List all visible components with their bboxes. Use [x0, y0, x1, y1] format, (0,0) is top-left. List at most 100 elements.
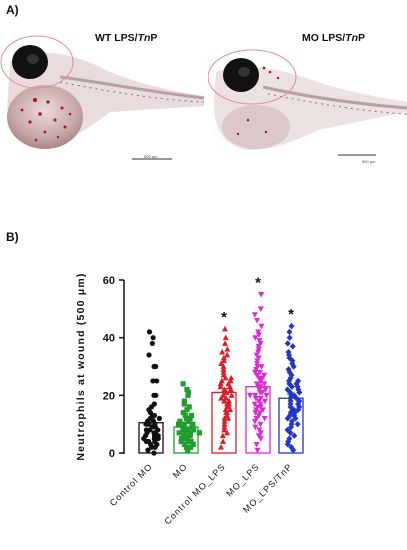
data-point-0-41 — [153, 363, 159, 370]
data-point-2-3 — [224, 429, 231, 436]
zebrafish-photo-wt — [0, 35, 205, 160]
data-point-2-13 — [222, 406, 229, 413]
data-point-0-35 — [151, 401, 157, 407]
data-point-2-47 — [222, 340, 229, 346]
significance-star-2: * — [221, 309, 227, 326]
data-point-1-13 — [180, 433, 187, 439]
data-point-4-52 — [286, 334, 293, 341]
data-point-2-2 — [219, 432, 226, 439]
data-point-4-51 — [284, 340, 291, 347]
data-point-2-23 — [220, 392, 227, 398]
photo-caption-mo: MO LPS/TnP — [302, 32, 366, 44]
scalebar-label-wt: 500 μm — [144, 154, 158, 159]
data-point-1-25 — [190, 421, 196, 427]
data-point-2-24 — [228, 392, 235, 398]
data-point-2-1 — [220, 438, 227, 444]
data-point-1-39 — [185, 392, 191, 398]
data-point-2-19 — [221, 397, 228, 404]
data-point-0-43 — [149, 340, 155, 347]
data-point-4-1 — [288, 444, 295, 451]
data-point-2-22 — [223, 395, 230, 401]
data-point-3-59 — [254, 317, 261, 324]
data-point-1-12 — [187, 433, 193, 439]
data-point-4-10 — [294, 420, 301, 428]
data-point-1-36 — [186, 404, 192, 410]
data-point-3-56 — [255, 332, 262, 338]
data-point-0-38 — [150, 378, 156, 384]
data-point-3-17 — [257, 404, 264, 411]
data-point-4-7 — [284, 426, 291, 434]
data-point-2-49 — [221, 325, 228, 332]
data-point-1-24 — [181, 421, 187, 427]
data-point-1-4 — [190, 441, 196, 447]
data-point-4-50 — [289, 343, 296, 350]
data-points — [141, 292, 303, 456]
data-point-3-60 — [251, 312, 258, 318]
data-point-1-5 — [185, 438, 191, 445]
data-point-1-41 — [184, 386, 190, 393]
data-point-1-11 — [184, 433, 190, 439]
data-point-3-30 — [262, 387, 269, 393]
data-point-3-5 — [256, 427, 263, 434]
data-point-3-7 — [257, 421, 264, 428]
photo-caption-wt: WT LPS/TnP — [95, 32, 158, 44]
data-point-1-30 — [183, 415, 190, 421]
data-point-2-18 — [226, 400, 233, 407]
data-point-3-6 — [252, 424, 259, 431]
data-point-2-36 — [228, 374, 235, 381]
data-point-3-23 — [257, 395, 264, 402]
data-point-2-5 — [221, 423, 228, 430]
data-point-3-18 — [251, 401, 258, 408]
data-point-3-9 — [253, 416, 260, 422]
data-point-4-5 — [291, 432, 298, 439]
data-point-1-14 — [182, 430, 188, 436]
data-point-2-32 — [225, 380, 232, 387]
data-point-1-29 — [177, 418, 183, 424]
data-point-1-26 — [175, 421, 182, 427]
data-point-2-0 — [218, 444, 225, 450]
data-point-3-40 — [261, 372, 268, 379]
data-point-2-20 — [225, 397, 232, 404]
data-point-0-45 — [146, 329, 153, 335]
data-point-2-12 — [223, 409, 230, 416]
data-point-2-38 — [220, 369, 227, 375]
data-point-2-48 — [222, 334, 229, 341]
data-point-1-10 — [179, 435, 185, 442]
data-point-3-21 — [262, 398, 269, 405]
data-point-2-35 — [222, 374, 229, 381]
data-point-4-54 — [288, 322, 295, 330]
data-point-1-9 — [185, 435, 191, 442]
data-point-2-30 — [226, 383, 233, 390]
data-point-2-21 — [218, 395, 225, 401]
data-point-1-38 — [181, 398, 187, 404]
data-point-4-29 — [291, 392, 298, 399]
data-point-1-17 — [196, 430, 203, 436]
data-point-3-24 — [252, 392, 259, 399]
data-point-2-37 — [220, 371, 227, 378]
data-point-3-51 — [255, 346, 262, 353]
data-point-3-54 — [256, 338, 263, 344]
data-point-2-44 — [224, 351, 231, 358]
data-point-2-39 — [220, 366, 227, 372]
data-point-0-44 — [150, 335, 156, 341]
data-point-3-22 — [252, 395, 259, 402]
data-point-0-37 — [153, 392, 159, 398]
data-point-2-14 — [227, 406, 234, 413]
significance-star-4: * — [288, 306, 294, 323]
data-point-2-27 — [221, 386, 228, 392]
data-point-2-41 — [218, 360, 225, 367]
data-point-3-10 — [261, 416, 268, 422]
data-point-1-23 — [181, 424, 187, 430]
data-point-4-43 — [285, 366, 292, 373]
data-point-1-31 — [187, 415, 193, 421]
data-point-0-39 — [154, 378, 160, 384]
data-point-2-33 — [218, 377, 225, 384]
data-point-3-57 — [255, 329, 262, 336]
data-point-2-26 — [223, 389, 230, 395]
data-point-2-46 — [224, 346, 231, 352]
data-point-2-10 — [223, 412, 230, 418]
data-point-4-49 — [285, 348, 292, 356]
data-point-1-15 — [187, 430, 194, 436]
y-tick-label-0: 0 — [109, 448, 115, 460]
